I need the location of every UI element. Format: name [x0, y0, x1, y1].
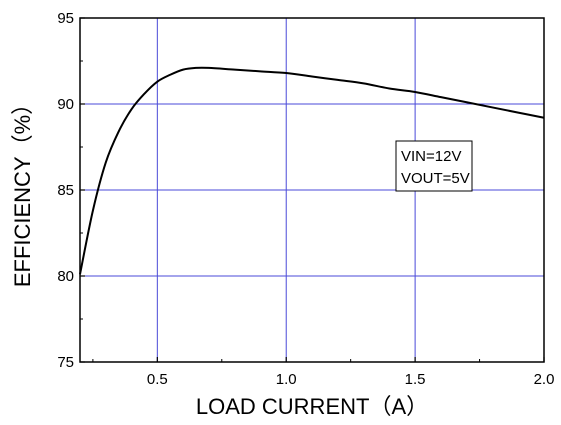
condition-annotation: VIN=12V VOUT=5V [395, 140, 473, 192]
y-tick-labels: 75 80 85 90 95 [57, 10, 74, 371]
y-axis-label: EFFICIENCY（%） [10, 93, 35, 287]
x-tick-labels: 0.5 1.0 1.5 2.0 [147, 371, 555, 388]
y-tick-label: 75 [57, 354, 74, 371]
x-tick-label: 2.0 [534, 371, 555, 388]
x-tick-label: 1.0 [276, 371, 297, 388]
y-tick-label: 80 [57, 268, 74, 285]
x-tick-label: 0.5 [147, 371, 168, 388]
x-tick-label: 1.5 [405, 371, 426, 388]
y-tick-label: 90 [57, 96, 74, 113]
annotation-vin: VIN=12V [401, 148, 461, 165]
annotation-box [395, 140, 473, 192]
grid-lines [80, 18, 544, 362]
efficiency-curve [79, 66, 545, 275]
plot-frame [79, 17, 545, 363]
y-tick-label: 85 [57, 182, 74, 199]
y-tick-label: 95 [57, 10, 74, 27]
annotation-vout: VOUT=5V [401, 170, 470, 187]
x-axis-label: LOAD CURRENT（A） [196, 394, 428, 419]
